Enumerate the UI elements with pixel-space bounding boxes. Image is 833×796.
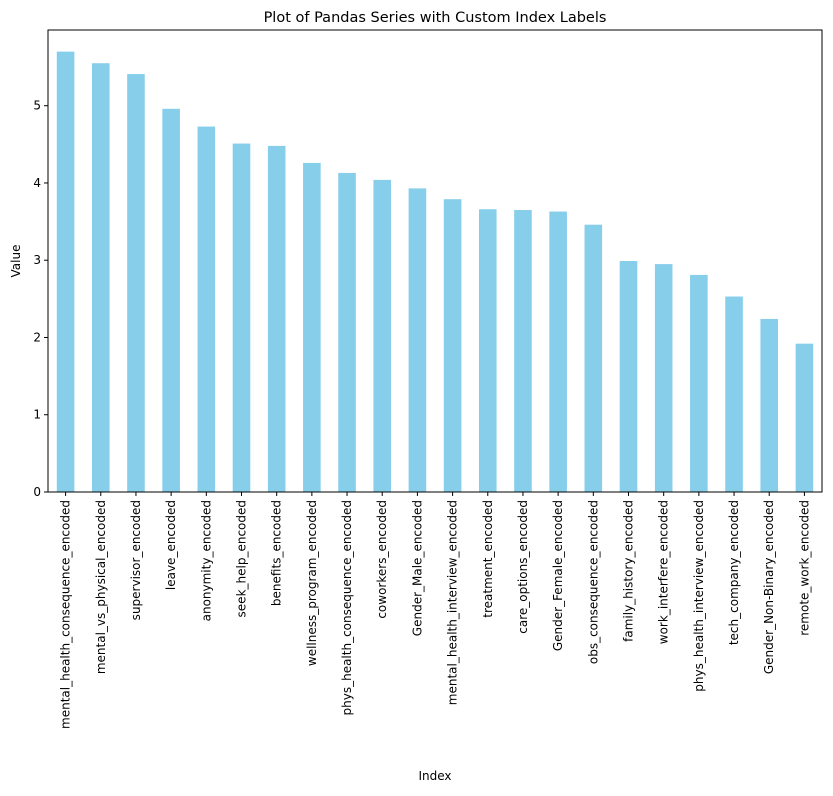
x-tick-label: Gender_Male_encoded: [410, 500, 424, 636]
bar-work_interfere_encoded: [654, 264, 673, 492]
bar-treatment_encoded: [478, 209, 497, 492]
x-tick-label: phys_health_interview_encoded: [692, 500, 706, 692]
x-tick-label: tech_company_encoded: [727, 500, 741, 645]
x-axis-title: Index: [418, 769, 451, 783]
x-tick-label: mental_health_consequence_encoded: [59, 500, 73, 729]
bar-coworkers_encoded: [373, 179, 392, 493]
bar-wellness_program_encoded: [303, 162, 321, 493]
x-tick-label: obs_consequence_encoded: [586, 500, 600, 664]
bar-Gender_Female_encoded: [549, 211, 567, 493]
y-tick-label: 0: [33, 485, 41, 499]
x-tick-label: remote_work_encoded: [797, 500, 811, 636]
y-tick-label: 5: [33, 99, 41, 113]
bar-leave_encoded: [162, 108, 180, 492]
x-tick-label: phys_health_consequence_encoded: [340, 500, 354, 715]
bar-phys_health_consequence_encoded: [338, 172, 356, 492]
bar-phys_health_interview_encoded: [690, 274, 708, 492]
x-tick-label: coworkers_encoded: [375, 500, 389, 619]
bar-mental_vs_physical_encoded: [91, 63, 110, 493]
x-tick-label: leave_encoded: [164, 500, 178, 590]
x-tick-label: anonymity_encoded: [199, 500, 213, 621]
bar-family_history_encoded: [619, 261, 638, 492]
x-tick-label: benefits_encoded: [270, 500, 284, 606]
chart-title: Plot of Pandas Series with Custom Index …: [264, 10, 607, 26]
bar-seek_help_encoded: [232, 143, 251, 493]
bar-Gender_Non-Binary_encoded: [760, 318, 779, 492]
bar-mental_health_interview_encoded: [443, 199, 462, 493]
x-axis: mental_health_consequence_encoded mental_…: [59, 492, 811, 729]
bar-tech_company_encoded: [725, 296, 743, 492]
x-tick-label: seek_help_encoded: [235, 500, 249, 617]
x-tick-label: Gender_Non-Binary_encoded: [762, 500, 776, 674]
x-tick-label: wellness_program_encoded: [305, 500, 319, 666]
bar-Gender_Male_encoded: [408, 188, 427, 492]
y-tick-label: 1: [33, 408, 41, 422]
plot-frame: [47, 29, 823, 493]
x-tick-label: Gender_Female_encoded: [551, 500, 565, 651]
bar-anonymity_encoded: [197, 126, 216, 493]
x-tick-label: family_history_encoded: [622, 500, 636, 642]
bar-remote_work_encoded: [795, 343, 814, 492]
y-tick-label: 2: [33, 330, 41, 344]
x-tick-label: supervisor_encoded: [129, 500, 143, 620]
y-axis: 0 1 2 3 4 5: [33, 99, 48, 499]
y-tick-label: 4: [33, 176, 41, 190]
bar-care_options_encoded: [514, 210, 532, 492]
x-tick-label: care_options_encoded: [516, 500, 530, 634]
x-tick-label: mental_health_interview_encoded: [446, 500, 460, 705]
x-tick-label: treatment_encoded: [481, 500, 495, 618]
bars-group: [56, 51, 814, 493]
bar-supervisor_encoded: [127, 74, 145, 492]
x-tick-label: mental_vs_physical_encoded: [94, 500, 108, 674]
bar-obs_consequence_encoded: [584, 224, 603, 492]
bar-mental_health_consequence_encoded: [56, 51, 75, 492]
bar-benefits_encoded: [267, 145, 286, 492]
y-axis-title: Value: [9, 245, 23, 278]
y-tick-label: 3: [33, 253, 41, 267]
x-tick-label: work_interfere_encoded: [657, 500, 671, 644]
